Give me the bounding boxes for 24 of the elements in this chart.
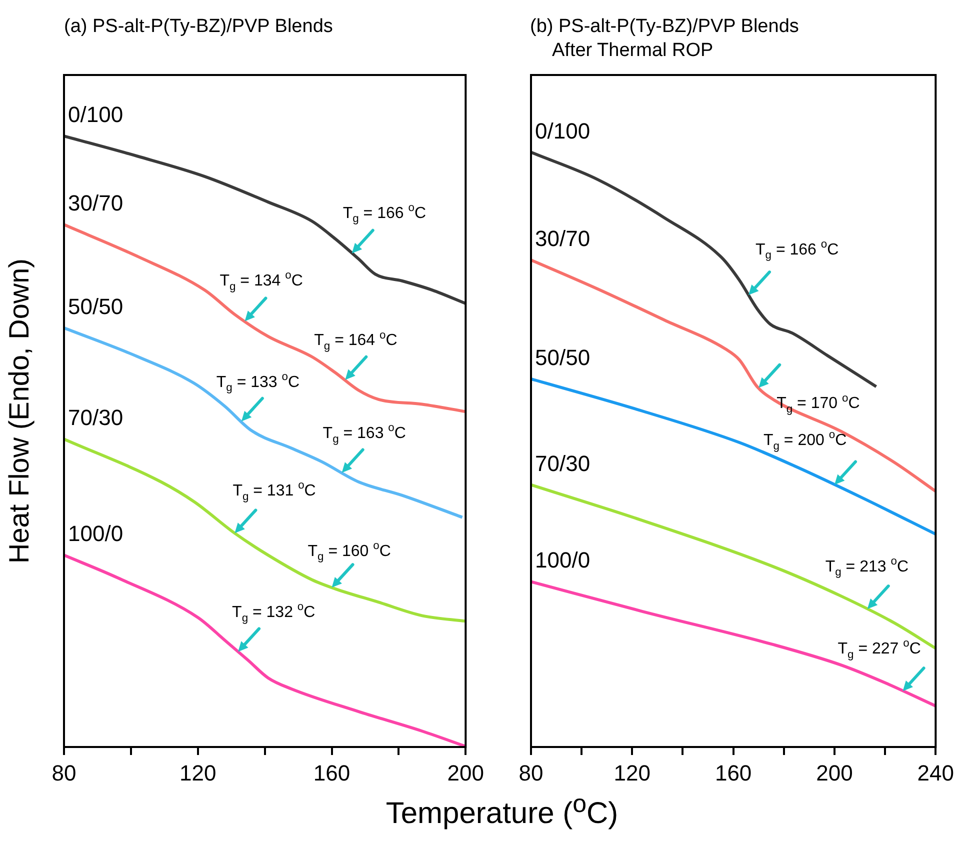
- series-label: 0/100: [68, 102, 124, 128]
- x-tick-label: 120: [614, 760, 651, 786]
- series-label: 100/0: [68, 521, 124, 546]
- x-tick-label: 120: [180, 760, 216, 786]
- x-tick-label: 200: [447, 760, 484, 786]
- chart-subtitle: After Thermal ROP: [552, 40, 714, 62]
- series-label: 30/70: [68, 190, 124, 216]
- x-tick-label: 160: [714, 760, 752, 786]
- series-label: 70/30: [535, 450, 590, 476]
- x-axis-title: Temperature ($^{o}$C): [384, 790, 620, 831]
- x-tick-label: 80: [52, 760, 76, 786]
- x-tick-label: 200: [816, 760, 853, 786]
- series-label: 100/0: [535, 548, 590, 573]
- y-axis-title: Heat Flow (Endo, Down): [4, 258, 35, 564]
- series-label: 50/50: [68, 294, 124, 319]
- series-label: 0/100: [535, 118, 590, 144]
- series-label: 50/50: [535, 344, 590, 370]
- chart-title: (b) PS-alt-P(Ty-BZ)/PVP Blends: [530, 16, 799, 38]
- x-tick-label: 80: [518, 760, 544, 786]
- x-tick-label: 240: [917, 760, 954, 786]
- series-label: 30/70: [535, 226, 590, 252]
- chart-title: (a) PS-alt-P(Ty-BZ)/PVP Blends: [64, 16, 333, 38]
- x-tick-label: 160: [313, 760, 350, 786]
- series-label: 70/30: [68, 405, 124, 430]
